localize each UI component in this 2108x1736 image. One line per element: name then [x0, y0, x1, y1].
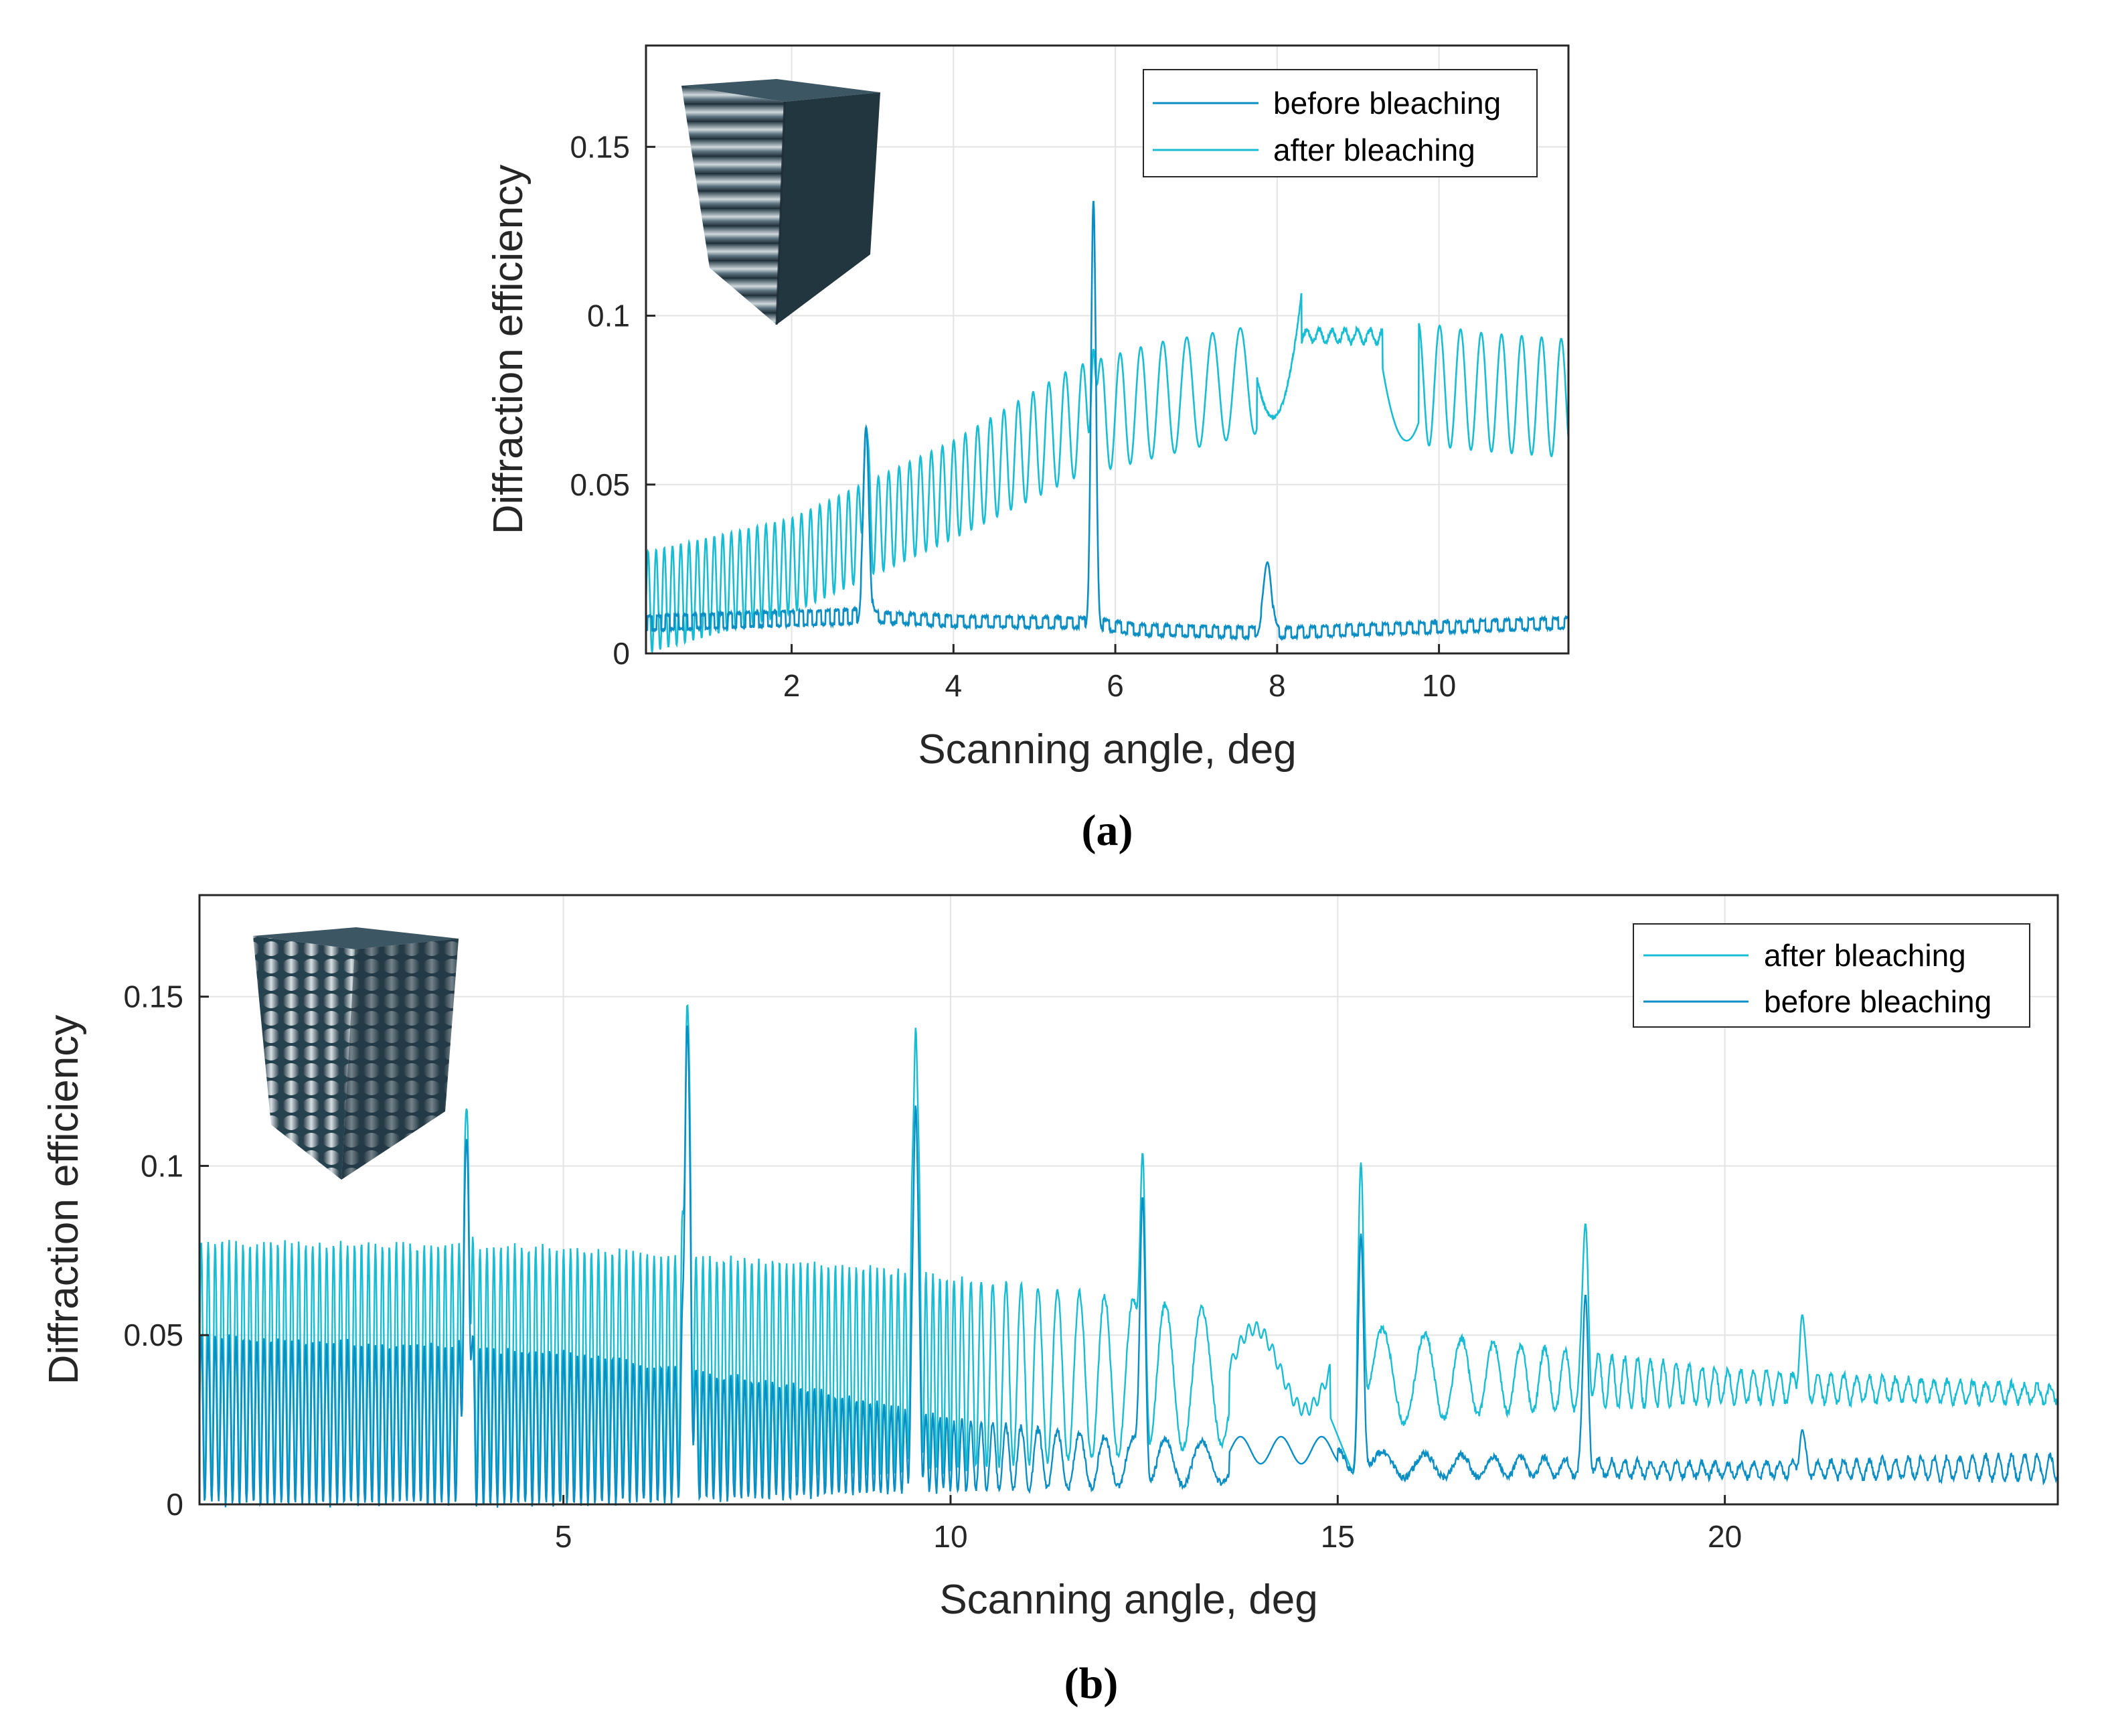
y-tick-label: 0 — [166, 1487, 183, 1522]
chart-a-series-before-bleaching — [645, 201, 1569, 642]
y-tick-label: 0.05 — [570, 467, 630, 502]
y-tick-label: 0.05 — [123, 1318, 183, 1352]
y-tick-label: 0.15 — [123, 979, 183, 1014]
chart-b-legend: after bleaching before bleaching — [1633, 923, 2030, 1028]
chart-b-series-after-bleaching — [198, 1004, 2059, 1499]
x-tick-label: 6 — [1107, 668, 1124, 703]
line-before-bleaching — [645, 201, 1569, 642]
y-tick-label: 0 — [613, 636, 630, 671]
chart-a-panel-label: (a) — [1082, 806, 1133, 855]
line-after-bleaching — [645, 293, 1570, 655]
chart-b: 5 10 15 20 0 0.05 0.1 0.15 after bleaching befo… — [41, 894, 2059, 1708]
legend-b-item-1: after bleaching — [1764, 938, 1966, 973]
chart-b-x-axis-title: Scanning angle, deg — [939, 1577, 1317, 1623]
x-tick-label: 20 — [1708, 1519, 1742, 1554]
chart-b-inset-structure — [253, 927, 459, 1180]
chart-b-series-before-bleaching — [198, 1025, 2058, 1508]
x-tick-label: 2 — [783, 668, 801, 703]
chart-a-x-axis-title: Scanning angle, deg — [918, 726, 1296, 773]
x-tick-label: 15 — [1321, 1519, 1355, 1554]
line-after-bleaching — [198, 1004, 2059, 1499]
chart-b-y-axis-title: Diffraction efficiency — [41, 1015, 87, 1385]
y-tick-label: 0.1 — [587, 299, 630, 333]
x-tick-label: 8 — [1269, 668, 1286, 703]
chart-a-legend: before bleaching after bleaching — [1143, 69, 1538, 177]
chart-a: 2 4 6 8 10 0 0.05 0.1 0.15 before bleaching afte… — [485, 44, 1570, 855]
x-tick-label: 10 — [933, 1519, 967, 1554]
chart-b-axes-box — [198, 894, 2059, 1506]
y-tick-label: 0.1 — [141, 1148, 183, 1183]
x-tick-label: 4 — [945, 668, 963, 703]
chart-b-ticks: 5 10 15 20 0 0.05 0.1 0.15 — [123, 979, 1742, 1554]
x-tick-label: 5 — [555, 1519, 572, 1554]
legend-a-item-1: before bleaching — [1273, 86, 1501, 121]
chart-a-inset-structure — [681, 79, 880, 325]
line-before-bleaching — [198, 1025, 2058, 1508]
chart-a-y-axis-title: Diffraction efficiency — [485, 165, 532, 535]
chart-a-axes-box — [645, 44, 1570, 655]
chart-b-panel-label: (b) — [1064, 1659, 1119, 1708]
y-tick-label: 0.15 — [570, 129, 630, 164]
legend-a-item-2: after bleaching — [1273, 133, 1475, 167]
x-tick-label: 10 — [1422, 668, 1456, 703]
chart-a-series-after-bleaching — [645, 293, 1570, 655]
legend-b-item-2: before bleaching — [1764, 984, 1992, 1019]
chart-a-ticks: 2 4 6 8 10 0 0.05 0.1 0.15 — [570, 129, 1456, 703]
